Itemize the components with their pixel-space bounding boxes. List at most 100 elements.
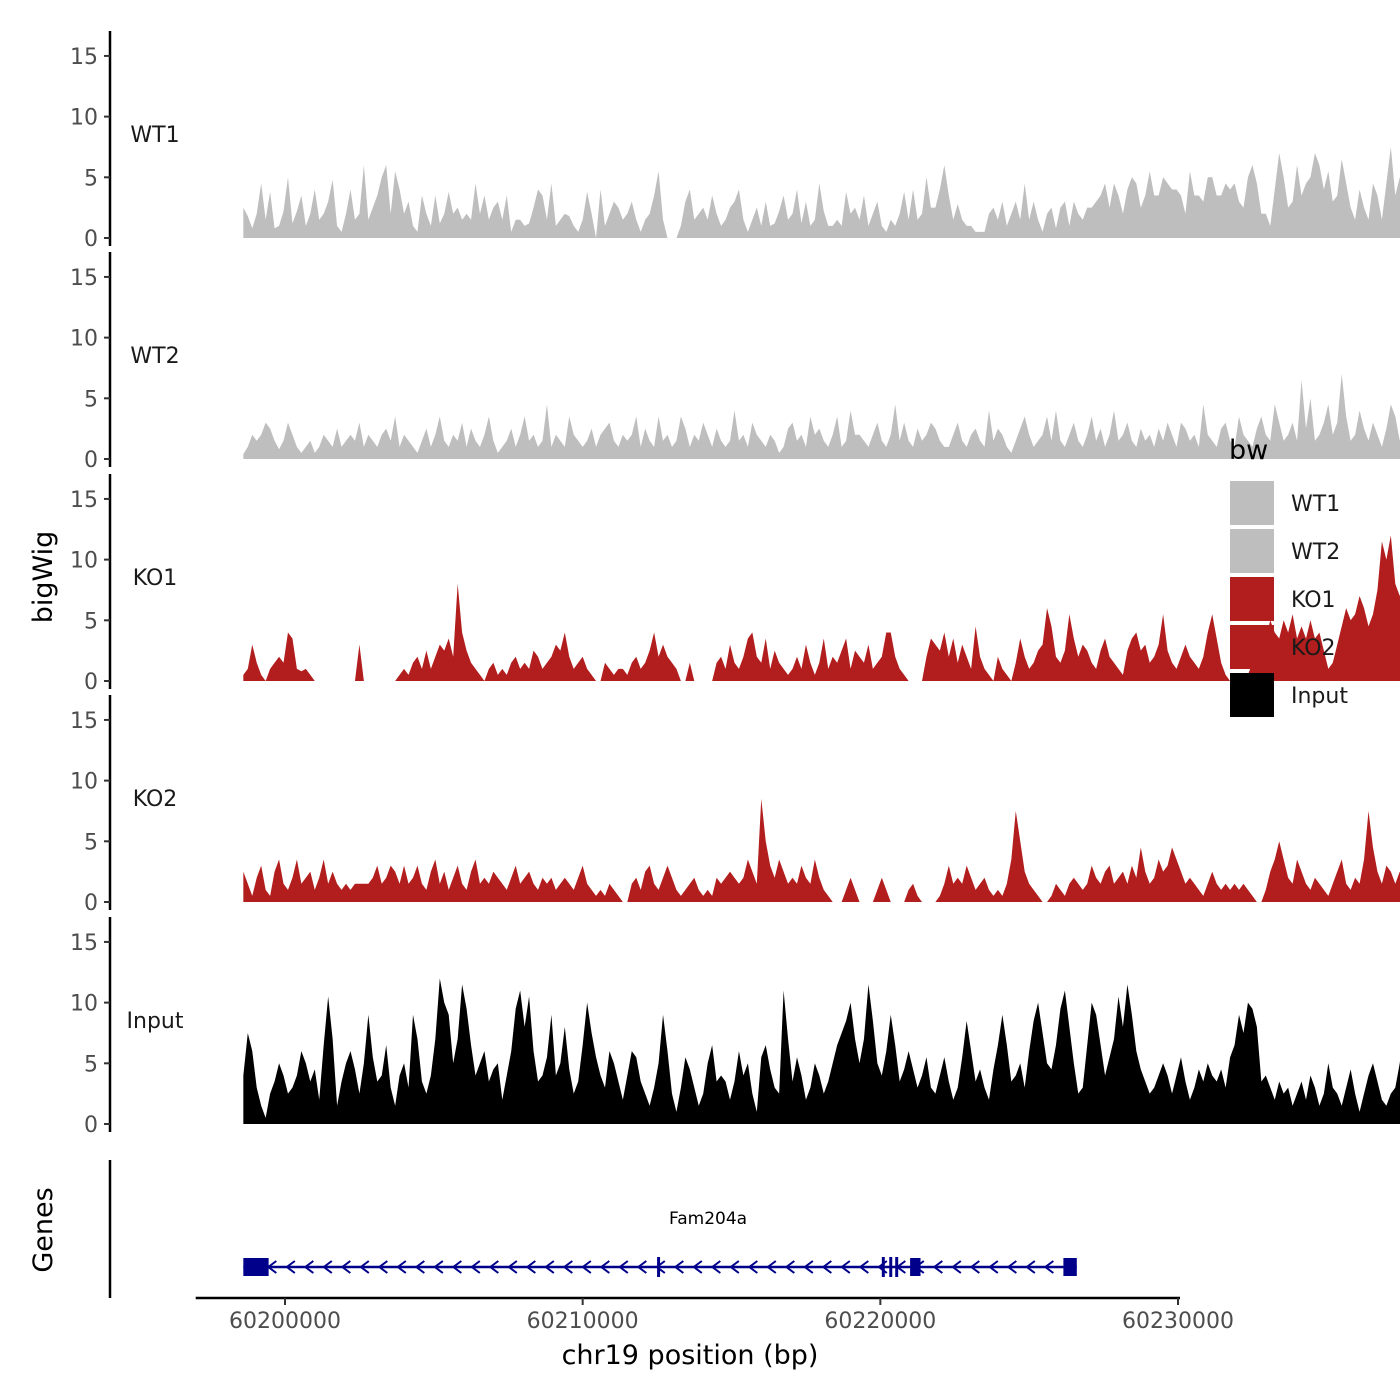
signal-area-ko1 bbox=[243, 535, 1400, 681]
strand-arrow bbox=[544, 1260, 555, 1274]
strand-arrow bbox=[840, 1260, 851, 1274]
y-tick-label: 0 bbox=[84, 670, 98, 695]
strand-arrow bbox=[285, 1260, 296, 1274]
strand-arrow bbox=[340, 1260, 351, 1274]
x-tick-label: 60220000 bbox=[824, 1309, 936, 1334]
strand-arrow bbox=[636, 1260, 647, 1274]
strand-arrow bbox=[821, 1260, 832, 1274]
strand-arrow bbox=[692, 1260, 703, 1274]
x-axis-title: chr19 position (bp) bbox=[562, 1340, 819, 1371]
gene-exon bbox=[895, 1257, 899, 1277]
y-tick-label: 5 bbox=[84, 166, 98, 191]
strand-arrow bbox=[766, 1260, 777, 1274]
strand-arrow bbox=[932, 1260, 943, 1274]
track-ko1: 0 5 10 15 KO1 bbox=[70, 474, 1400, 695]
strand-arrow bbox=[470, 1260, 481, 1274]
strand-arrow bbox=[747, 1260, 758, 1274]
signal-area-ko2 bbox=[243, 798, 1400, 902]
y-tick-label: 0 bbox=[84, 891, 98, 916]
signal-area-input bbox=[243, 978, 1400, 1124]
strand-arrow bbox=[618, 1260, 629, 1274]
strand-arrow bbox=[451, 1260, 462, 1274]
y-tick-label: 5 bbox=[84, 609, 98, 634]
signal-tracks: 0 5 10 15 WT1 0 5 10 15 WT2 0 5 10 15 KO1 0 5 10 15 KO2 0 5 10… bbox=[70, 31, 1400, 1138]
legend-label-wt2: WT2 bbox=[1291, 540, 1340, 565]
legend-swatch-ko1 bbox=[1230, 577, 1274, 621]
gene-exon bbox=[1063, 1258, 1077, 1276]
legend-label-ko2: KO2 bbox=[1291, 636, 1336, 661]
gene-exon bbox=[889, 1257, 893, 1277]
legend-swatch-wt2 bbox=[1230, 529, 1274, 573]
strand-arrow bbox=[322, 1260, 333, 1274]
track-label-input: Input bbox=[127, 1009, 184, 1034]
legend-swatch-input bbox=[1230, 673, 1274, 717]
legend-label-input: Input bbox=[1291, 684, 1348, 709]
strand-arrow bbox=[858, 1260, 869, 1274]
strand-arrow bbox=[1043, 1260, 1054, 1274]
strand-arrow bbox=[673, 1260, 684, 1274]
x-tick-label: 60230000 bbox=[1122, 1309, 1234, 1334]
track-wt2: 0 5 10 15 WT2 bbox=[70, 252, 1400, 473]
y-tick-label: 10 bbox=[70, 770, 98, 795]
y-tick-label: 15 bbox=[70, 709, 98, 734]
x-axis: 60200000 60210000 60220000 60230000 bbox=[195, 1296, 1234, 1334]
legend: bw WT1 WT2 KO1 KO2 Input bbox=[1229, 435, 1348, 717]
gene-exon bbox=[243, 1258, 269, 1276]
y-tick-label: 15 bbox=[70, 266, 98, 291]
strand-arrow bbox=[655, 1260, 666, 1274]
strand-arrow bbox=[359, 1260, 370, 1274]
legend-swatch-ko2 bbox=[1230, 625, 1274, 669]
legend-label-ko1: KO1 bbox=[1291, 588, 1336, 613]
y-axis-title: bigWig bbox=[28, 531, 59, 624]
genes-panel: Fam204a bbox=[108, 1160, 1077, 1298]
y-tick-label: 0 bbox=[84, 227, 98, 252]
strand-arrow bbox=[988, 1260, 999, 1274]
strand-arrow bbox=[599, 1260, 610, 1274]
signal-area-wt1 bbox=[243, 146, 1400, 238]
y-tick-label: 15 bbox=[70, 488, 98, 513]
strand-arrow bbox=[803, 1260, 814, 1274]
strand-arrow bbox=[525, 1260, 536, 1274]
strand-arrow bbox=[729, 1260, 740, 1274]
strand-arrow bbox=[951, 1260, 962, 1274]
track-wt1: 0 5 10 15 WT1 bbox=[70, 31, 1400, 252]
y-tick-label: 5 bbox=[84, 1052, 98, 1077]
track-label-ko2: KO2 bbox=[133, 787, 178, 812]
x-tick-label: 60210000 bbox=[527, 1309, 639, 1334]
gene-fam204a: Fam204a bbox=[243, 1209, 1077, 1277]
legend-label-wt1: WT1 bbox=[1291, 492, 1340, 517]
gene-label: Fam204a bbox=[669, 1209, 747, 1229]
track-ko2: 0 5 10 15 KO2 bbox=[70, 695, 1400, 916]
legend-swatch-wt1 bbox=[1230, 481, 1274, 525]
legend-title: bw bbox=[1229, 435, 1268, 466]
strand-arrow bbox=[1006, 1260, 1017, 1274]
strand-arrow bbox=[488, 1260, 499, 1274]
strand-arrow bbox=[507, 1260, 518, 1274]
genes-panel-title: Genes bbox=[28, 1187, 59, 1272]
strand-arrow bbox=[1025, 1260, 1036, 1274]
y-tick-label: 10 bbox=[70, 549, 98, 574]
y-tick-label: 0 bbox=[84, 1113, 98, 1138]
y-tick-label: 10 bbox=[70, 992, 98, 1017]
signal-area-wt2 bbox=[243, 374, 1400, 459]
track-label-wt1: WT1 bbox=[130, 123, 179, 148]
strand-arrow bbox=[433, 1260, 444, 1274]
track-label-ko1: KO1 bbox=[133, 566, 178, 591]
strand-arrow bbox=[396, 1260, 407, 1274]
track-label-wt2: WT2 bbox=[130, 344, 179, 369]
strand-arrow bbox=[414, 1260, 425, 1274]
track-input: 0 5 10 15 Input bbox=[70, 917, 1400, 1138]
strand-arrow bbox=[969, 1260, 980, 1274]
gene-exon bbox=[881, 1257, 885, 1277]
y-tick-label: 15 bbox=[70, 45, 98, 70]
strand-arrow bbox=[303, 1260, 314, 1274]
strand-arrow bbox=[377, 1260, 388, 1274]
y-tick-label: 5 bbox=[84, 387, 98, 412]
strand-arrow bbox=[710, 1260, 721, 1274]
strand-arrow bbox=[562, 1260, 573, 1274]
strand-arrow bbox=[581, 1260, 592, 1274]
y-tick-label: 10 bbox=[70, 106, 98, 131]
y-tick-label: 5 bbox=[84, 830, 98, 855]
y-tick-label: 15 bbox=[70, 931, 98, 956]
